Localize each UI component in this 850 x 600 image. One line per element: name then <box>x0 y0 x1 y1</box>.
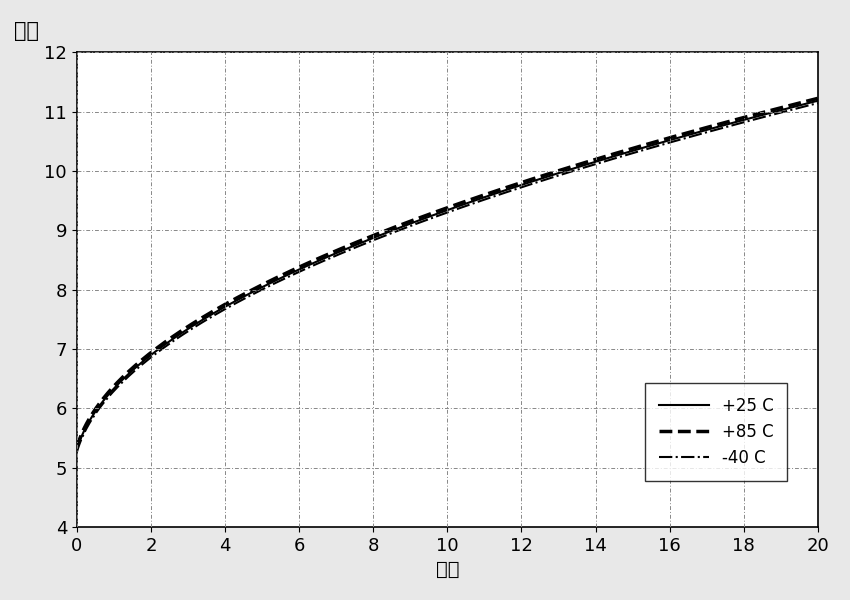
Legend: +25 C, +85 C, -40 C: +25 C, +85 C, -40 C <box>645 383 787 481</box>
+25 C <box>813 97 823 104</box>
-40 C <box>71 449 82 456</box>
-40 C <box>398 225 408 232</box>
-40 C <box>147 353 157 360</box>
-40 C <box>581 164 591 171</box>
-40 C <box>371 235 382 242</box>
Line: +85 C: +85 C <box>76 98 818 448</box>
+85 C <box>813 95 823 102</box>
+85 C <box>398 220 408 227</box>
Text: 吉赫: 吉赫 <box>14 20 39 41</box>
+25 C <box>371 233 382 240</box>
+25 C <box>649 141 660 148</box>
Line: +25 C: +25 C <box>76 101 818 450</box>
+25 C <box>147 350 157 358</box>
+85 C <box>649 139 660 146</box>
Line: -40 C: -40 C <box>76 103 818 452</box>
+85 C <box>581 159 591 166</box>
X-axis label: 伏特: 伏特 <box>435 560 459 579</box>
+85 C <box>663 134 673 142</box>
+85 C <box>71 444 82 451</box>
-40 C <box>663 139 673 146</box>
+25 C <box>663 137 673 144</box>
-40 C <box>813 100 823 107</box>
+25 C <box>581 161 591 169</box>
+85 C <box>147 348 157 355</box>
+25 C <box>398 223 408 230</box>
+85 C <box>371 230 382 238</box>
+25 C <box>71 446 82 454</box>
-40 C <box>649 143 660 151</box>
